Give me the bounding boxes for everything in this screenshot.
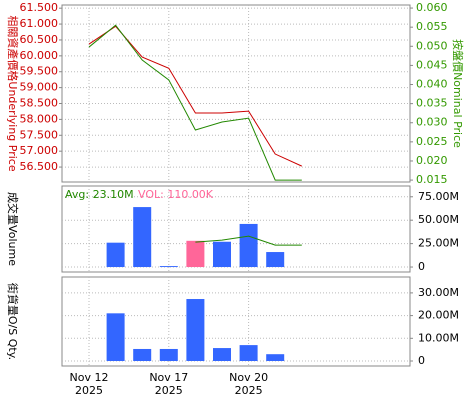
bar (266, 252, 285, 268)
y2-axis-title: 按盤價Nominal Price (451, 39, 465, 148)
y2-tick-label: 0.060 (416, 1, 448, 14)
y-tick-label: 0 (418, 260, 425, 273)
x-tick-label: Nov 20 2025 (229, 371, 269, 397)
y-axis-title: 相關資產價格Underlying Price (6, 15, 20, 171)
bar (239, 223, 258, 268)
bar (266, 354, 285, 362)
y-tick-label: 61.000 (20, 17, 59, 30)
plot-frame (61, 4, 411, 183)
y-tick-label: 59.500 (20, 65, 59, 78)
bar (106, 313, 125, 362)
y2-tick-label: 0.045 (416, 58, 448, 71)
x-tick-label: Nov 12 2025 (69, 371, 109, 397)
y-tick-label: 60.000 (20, 49, 59, 62)
y2-tick-label: 0.040 (416, 78, 448, 91)
y-tick-label: 60.500 (20, 33, 59, 46)
y2-tick-label: 0.050 (416, 39, 448, 52)
bar (213, 241, 231, 268)
y-tick-label: 58.500 (20, 97, 59, 110)
y-tick-label: 57.000 (20, 144, 59, 157)
y-tick-label: 50.00M (418, 213, 459, 226)
y-tick-label: 58.000 (20, 112, 59, 125)
y-tick-label: 61.500 (20, 1, 59, 14)
y2-tick-label: 0.020 (416, 154, 448, 167)
y-tick-label: 20.00M (418, 309, 459, 322)
y-axis-title: 街貨量O/S Qty. (6, 283, 20, 360)
y2-tick-label: 0.030 (416, 116, 448, 129)
series-line (195, 235, 302, 246)
bar (213, 348, 231, 362)
y-tick-label: 10.00M (418, 331, 459, 344)
y-tick-label: 59.000 (20, 81, 59, 94)
bar (159, 348, 178, 362)
y2-tick-label: 0.025 (416, 135, 448, 148)
bar (133, 207, 152, 268)
y-tick-label: 25.00M (418, 237, 459, 250)
y-tick-label: 75.00M (418, 190, 459, 203)
bar (186, 240, 205, 268)
y2-tick-label: 0.015 (416, 173, 448, 186)
bar (106, 242, 125, 268)
series-line (88, 24, 302, 181)
avg-label: Avg: 23.10M (65, 188, 134, 201)
y-tick-label: 57.500 (20, 128, 59, 141)
bar (186, 299, 205, 362)
bar (239, 345, 258, 362)
y-tick-label: 30.00M (418, 286, 459, 299)
y2-tick-label: 0.055 (416, 20, 448, 33)
bar (133, 348, 152, 362)
bar (159, 266, 178, 268)
vol-label: VOL: 110.00K (138, 188, 214, 201)
y-axis-title: 成交量Volume (6, 192, 20, 266)
x-tick-label: Nov 17 2025 (149, 371, 189, 397)
y2-tick-label: 0.035 (416, 97, 448, 110)
y-tick-label: 56.500 (20, 160, 59, 173)
y-tick-label: 0 (418, 354, 425, 367)
